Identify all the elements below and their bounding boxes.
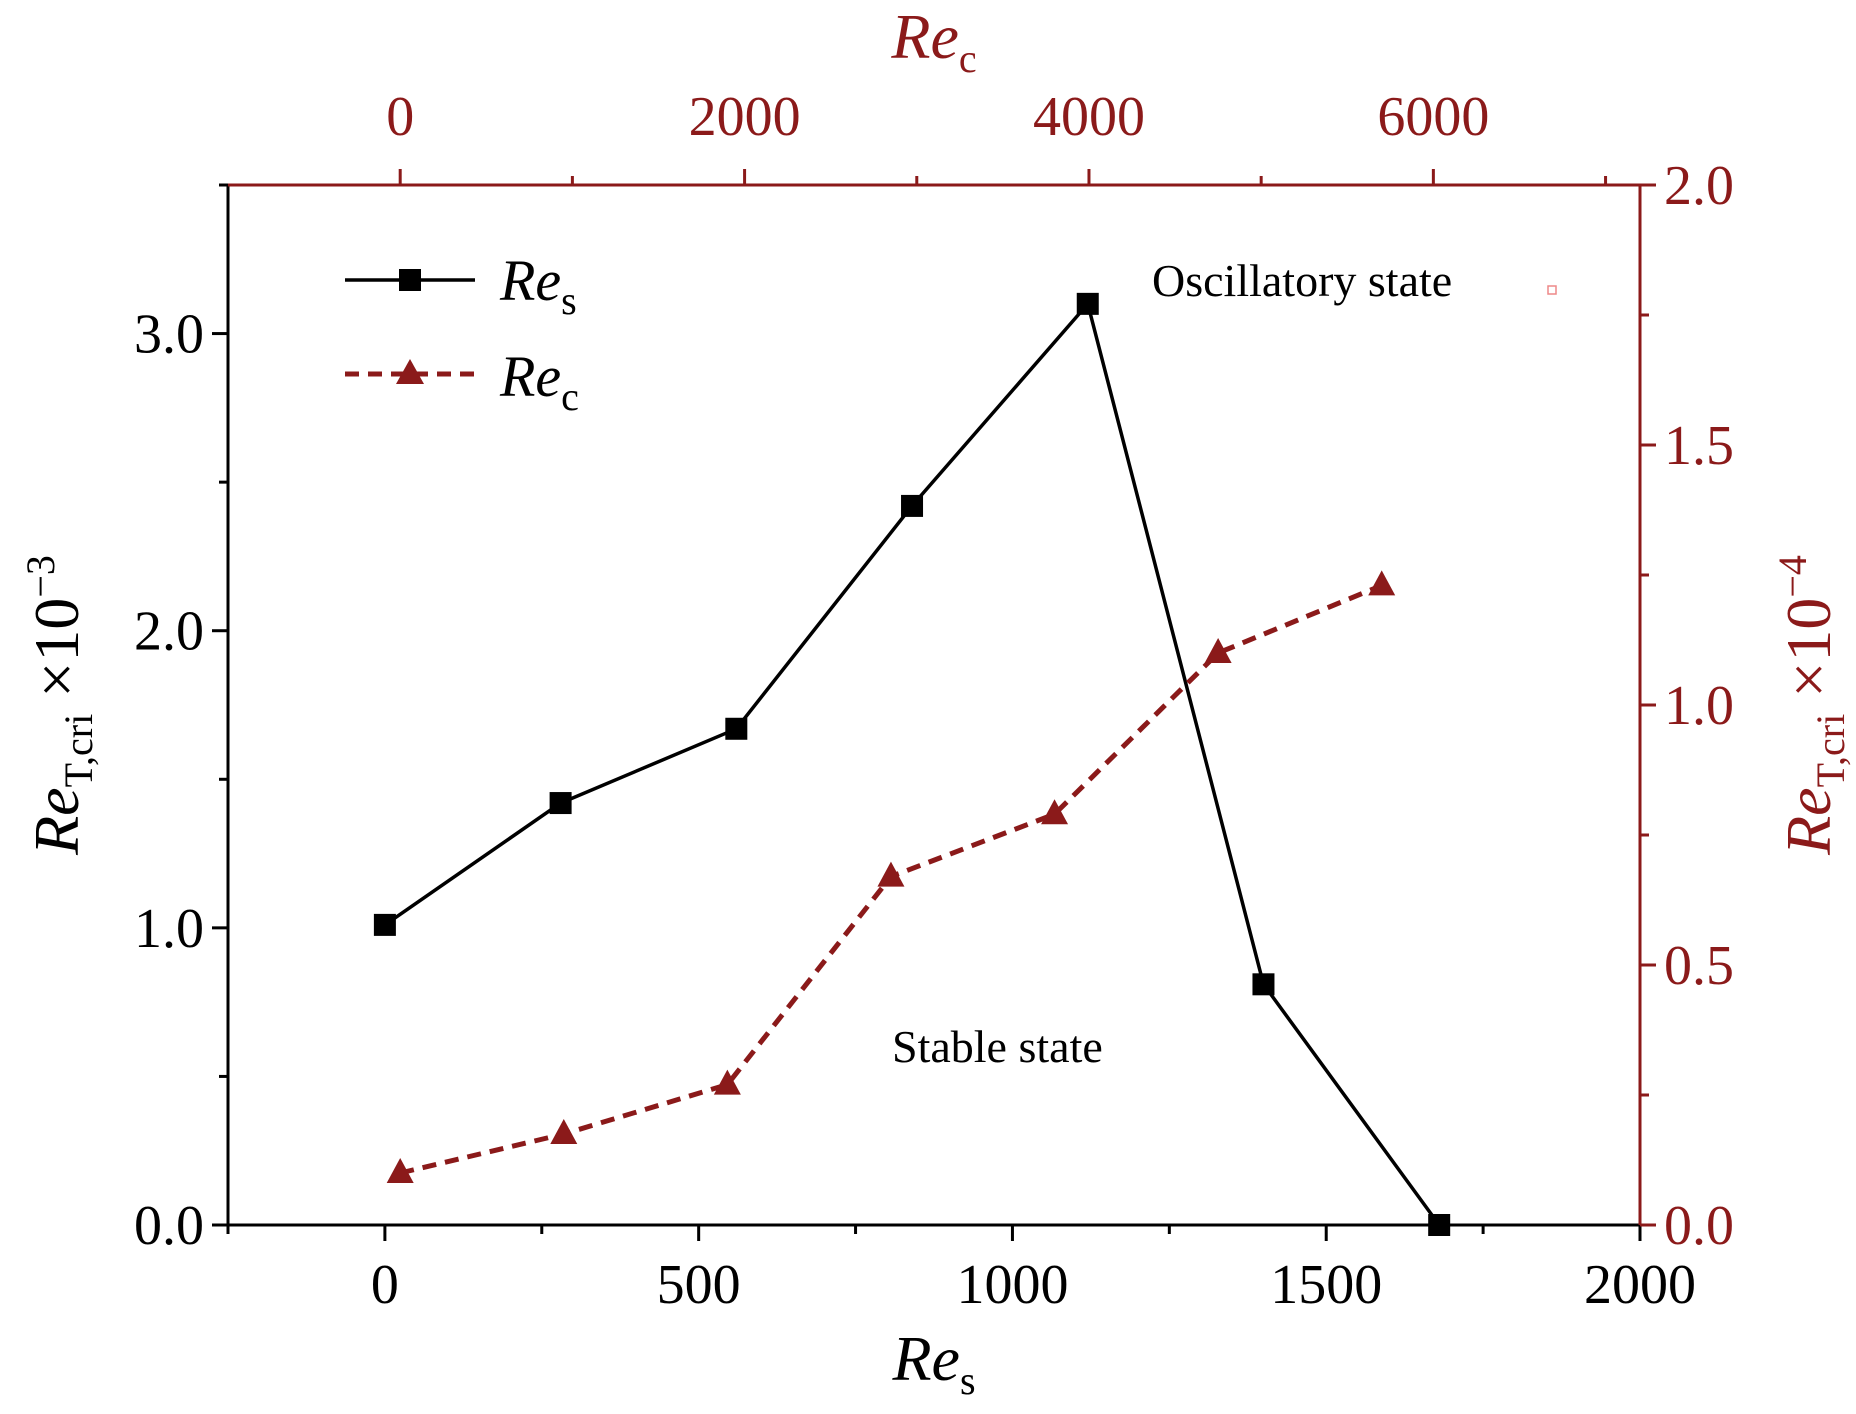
bottom-tick-label: 1000 [956,1254,1068,1316]
left-tick-label: 2.0 [134,601,204,663]
series-1-triangle-point [386,1158,414,1183]
legend-square-marker-icon [399,269,421,291]
right-tick-label: 0.0 [1664,1195,1734,1257]
top-tick-label: 6000 [1377,86,1489,148]
series-0-square-point [1428,1214,1451,1236]
left-axis-title-sub: T,cri [56,714,101,788]
series-0-square-point [901,494,924,517]
bottom-axis-title-main: Re [891,1323,960,1394]
right-axis-ticks: 0.0 0.5 1.0 1.5 2.0 [1640,155,1734,1257]
left-axis-ticks: 0.0 1.0 2.0 3.0 [134,183,228,1257]
top-axis-title-sub: c [959,36,977,81]
bottom-axis-title-sub: s [960,1358,976,1403]
bottom-tick-label: 2000 [1584,1254,1696,1316]
right-axis-title-main: Re [1773,787,1844,856]
left-tick-label: 3.0 [134,304,204,366]
left-axis-title-sup: −3 [18,555,63,598]
right-tick-label: 1.0 [1664,675,1734,737]
top-tick-label: 2000 [689,86,801,148]
series-0-square-point [1076,292,1099,315]
right-axis-title-suffix: ×10 [1773,598,1844,714]
right-axis-title: ReT,cri ×10−4 [1770,555,1853,856]
series-1-triangle-point [1041,799,1069,825]
series-1-triangle-point [1368,570,1396,596]
left-axis-title-suffix: ×10 [21,598,92,714]
series-1-triangle-point [550,1119,578,1144]
legend-label-re-s-main: Re [499,248,561,313]
legend-label-re-s: Res [499,248,577,323]
legend-label-re-s-sub: s [561,278,577,323]
annotation-oscillatory-state: Oscillatory state [1152,255,1452,306]
bottom-tick-label: 1500 [1270,1254,1382,1316]
right-tick-label: 1.5 [1664,415,1734,477]
series-layer [373,292,1451,1236]
bottom-tick-label: 500 [657,1254,741,1316]
bottom-tick-label: 0 [371,1254,399,1316]
series-1-triangle-point [877,861,905,887]
annotation-stable-state: Stable state [892,1021,1103,1072]
series-0-line [383,302,1441,1227]
series-1-triangle-point [1204,638,1232,663]
series-0-square-point [373,913,396,936]
right-tick-label: 2.0 [1664,155,1734,217]
legend-label-re-c: Rec [499,344,579,419]
legend-triangle-marker-icon [396,359,424,384]
legend-label-re-c-sub: c [561,374,579,419]
top-tick-label: 4000 [1033,86,1145,148]
top-axis-title: Rec [890,1,976,81]
series-0-square-point [549,792,572,815]
legend: Res Rec [345,248,579,419]
legend-label-re-c-main: Re [499,344,561,409]
top-axis-title-main: Re [890,1,959,72]
series-0-square-point [1252,973,1275,996]
top-axis-ticks: 0 2000 4000 6000 [386,86,1608,185]
right-axis-title-sub: T,cri [1808,714,1853,788]
series-1-triangle-point [713,1069,741,1095]
right-axis-title-sup: −4 [1770,555,1815,598]
series-0-square-point [725,717,748,740]
top-tick-label: 0 [386,86,414,148]
left-tick-label: 1.0 [134,898,204,960]
small-marker-icon [1547,285,1557,295]
right-tick-label: 0.5 [1664,935,1734,997]
left-axis-title-main: Re [21,787,92,856]
bottom-axis-title: Res [891,1323,975,1403]
bottom-axis-ticks: 0 500 1000 1500 2000 [226,1225,1696,1316]
left-tick-label: 0.0 [134,1195,204,1257]
left-axis-title: ReT,cri ×10−3 [18,555,101,856]
